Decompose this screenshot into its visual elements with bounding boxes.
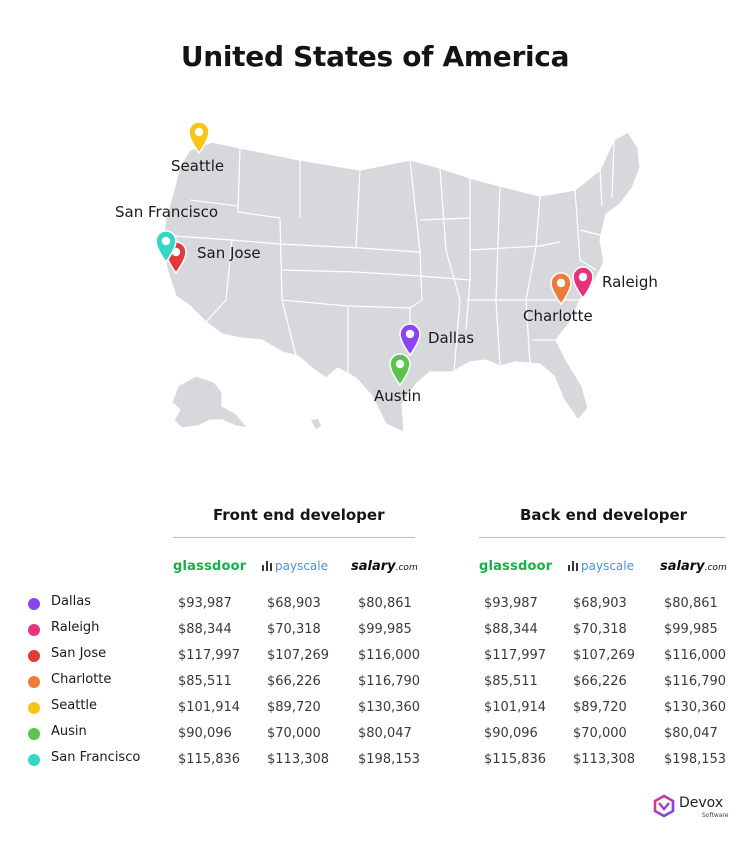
salary-cell: $113,308	[573, 752, 636, 767]
salary-cell: $88,344	[484, 622, 538, 637]
legend-label: Dallas	[51, 594, 91, 609]
state-borders	[173, 139, 615, 376]
payscale-label: payscale	[275, 559, 328, 573]
salary-suffix: .com	[395, 563, 418, 573]
city-label: San Francisco	[115, 203, 219, 221]
usa-map	[161, 131, 641, 433]
salary-cell: $68,903	[573, 596, 627, 611]
salary-cell: $115,836	[178, 752, 241, 767]
salary-label: salary	[660, 559, 705, 574]
map-pin-icon[interactable]	[398, 322, 422, 357]
salary-suffix: .com	[704, 563, 727, 573]
salary-cell: $90,096	[484, 726, 538, 741]
salary-cell: $99,985	[358, 622, 412, 637]
salary-cell: $66,226	[267, 674, 321, 689]
salary-cell: $115,836	[484, 752, 547, 767]
city-label: Seattle	[171, 157, 225, 175]
salary-cell: $117,997	[484, 648, 547, 663]
glassdoor-logo: glassdoor	[173, 559, 247, 574]
salary-cell: $116,790	[358, 674, 421, 689]
salary-cell: $130,360	[664, 700, 727, 715]
salary-cell: $93,987	[178, 596, 232, 611]
salary-cell: $70,000	[573, 726, 627, 741]
payscale-logo: payscale	[568, 559, 634, 573]
legend-label: Seattle	[51, 698, 98, 713]
payscale-bars-icon	[568, 559, 578, 571]
city-label: Charlotte	[523, 307, 593, 325]
salary-cell: $80,047	[358, 726, 412, 741]
salary-com-logo: salary.com	[660, 559, 727, 574]
salary-cell: $130,360	[358, 700, 421, 715]
salary-cell: $101,914	[484, 700, 547, 715]
salary-cell: $85,511	[484, 674, 538, 689]
salary-cell: $85,511	[178, 674, 232, 689]
salary-com-logo: salary.com	[351, 559, 418, 574]
city-label: Dallas	[428, 329, 475, 347]
map-pin-icon[interactable]	[571, 265, 595, 300]
payscale-logo: payscale	[262, 559, 328, 573]
salary-cell: $90,096	[178, 726, 232, 741]
salary-cell: $117,997	[178, 648, 241, 663]
salary-cell: $70,000	[267, 726, 321, 741]
legend-dot-icon	[28, 598, 40, 610]
devox-brand: Devox Software	[652, 793, 732, 823]
legend-label: Raleigh	[51, 620, 100, 635]
hawaii-shape	[309, 417, 323, 431]
legend-label: San Francisco	[51, 750, 141, 765]
salary-cell: $116,790	[664, 674, 727, 689]
salary-cell: $80,047	[664, 726, 718, 741]
legend-label: Ausin	[51, 724, 87, 739]
back-end-header: Back end developer	[520, 506, 688, 524]
alaska-shape	[171, 375, 249, 429]
salary-cell: $99,985	[664, 622, 718, 637]
city-label: San Jose	[197, 244, 261, 262]
salary-cell: $66,226	[573, 674, 627, 689]
back-end-divider	[479, 537, 726, 538]
salary-cell: $70,318	[267, 622, 321, 637]
salary-cell: $80,861	[358, 596, 412, 611]
map-pin-icon[interactable]	[154, 229, 178, 264]
salary-cell: $80,861	[664, 596, 718, 611]
salary-cell: $70,318	[573, 622, 627, 637]
salary-cell: $116,000	[664, 648, 727, 663]
legend-label: Charlotte	[51, 672, 112, 687]
devox-logo-icon	[653, 794, 675, 818]
salary-cell: $93,987	[484, 596, 538, 611]
glassdoor-logo: glassdoor	[479, 559, 553, 574]
city-label: Austin	[374, 387, 422, 405]
salary-label: salary	[351, 559, 396, 574]
payscale-bars-icon	[262, 559, 272, 571]
salary-cell: $89,720	[573, 700, 627, 715]
map-pin-icon[interactable]	[549, 271, 573, 306]
brand-name: Devox	[679, 795, 724, 811]
salary-cell: $68,903	[267, 596, 321, 611]
map-pin-icon[interactable]	[388, 352, 412, 387]
legend-dot-icon	[28, 676, 40, 688]
legend-dot-icon	[28, 754, 40, 766]
salary-cell: $116,000	[358, 648, 421, 663]
legend-dot-icon	[28, 650, 40, 662]
legend-label: San Jose	[51, 646, 107, 661]
legend-dot-icon	[28, 728, 40, 740]
brand-tagline: Software	[702, 812, 729, 819]
salary-cell: $198,153	[664, 752, 727, 767]
page-title: United States of America	[180, 40, 570, 73]
front-end-header: Front end developer	[213, 506, 385, 524]
salary-cell: $89,720	[267, 700, 321, 715]
salary-cell: $198,153	[358, 752, 421, 767]
front-end-divider	[173, 537, 415, 538]
city-label: Raleigh	[602, 273, 658, 291]
salary-cell: $88,344	[178, 622, 232, 637]
salary-cell: $107,269	[267, 648, 330, 663]
map-pin-icon[interactable]	[187, 120, 211, 155]
salary-cell: $107,269	[573, 648, 636, 663]
payscale-label: payscale	[581, 559, 634, 573]
legend-dot-icon	[28, 702, 40, 714]
salary-cell: $113,308	[267, 752, 330, 767]
legend-dot-icon	[28, 624, 40, 636]
salary-cell: $101,914	[178, 700, 241, 715]
